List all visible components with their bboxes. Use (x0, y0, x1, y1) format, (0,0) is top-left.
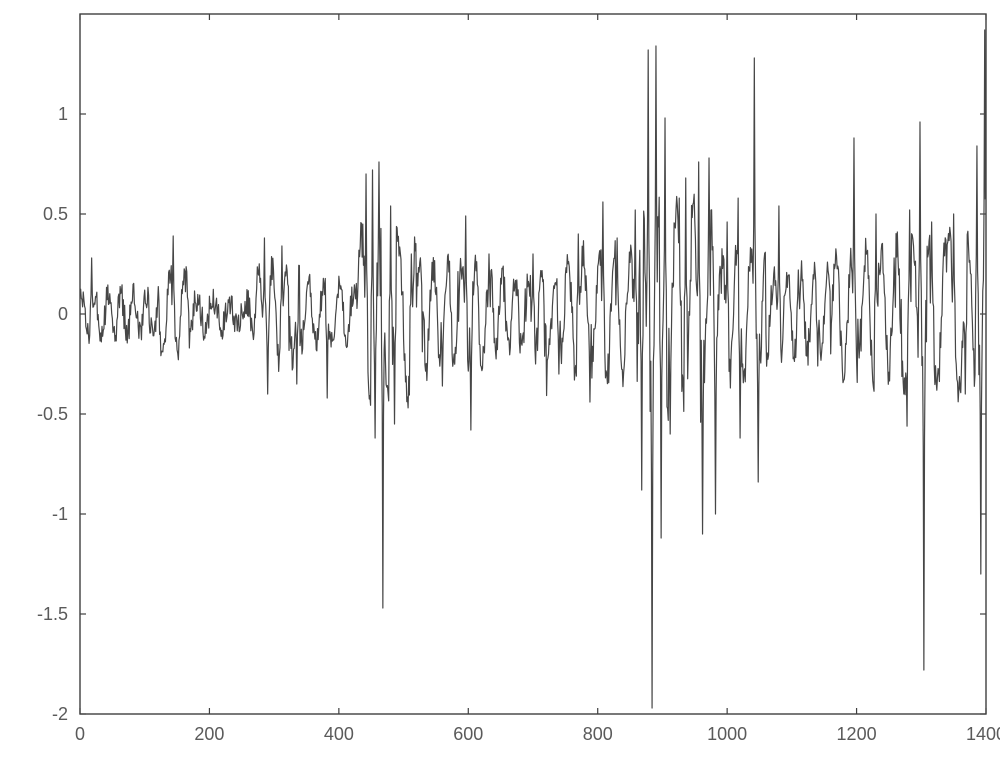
x-tick-label: 800 (583, 724, 613, 744)
x-tick-label: 1200 (837, 724, 877, 744)
x-tick-label: 1000 (707, 724, 747, 744)
y-tick-label: 0 (58, 304, 68, 324)
x-tick-label: 200 (194, 724, 224, 744)
y-tick-label: -2 (52, 704, 68, 724)
x-tick-label: 600 (453, 724, 483, 744)
signal-chart: 0 200 400 600 800 1000 1200 1400 -2 -1.5 -1 -0.5 0 0.… (0, 0, 1000, 765)
x-tick-label: 400 (324, 724, 354, 744)
y-tick-label: -0.5 (37, 404, 68, 424)
y-tick-label: -1 (52, 504, 68, 524)
x-tick-label: 0 (75, 724, 85, 744)
y-tick-label: 1 (58, 104, 68, 124)
y-tick-label: -1.5 (37, 604, 68, 624)
x-tick-label: 1400 (966, 724, 1000, 744)
y-tick-label: 0.5 (43, 204, 68, 224)
chart-svg: 0 200 400 600 800 1000 1200 1400 -2 -1.5 -1 -0.5 0 0.… (0, 0, 1000, 765)
